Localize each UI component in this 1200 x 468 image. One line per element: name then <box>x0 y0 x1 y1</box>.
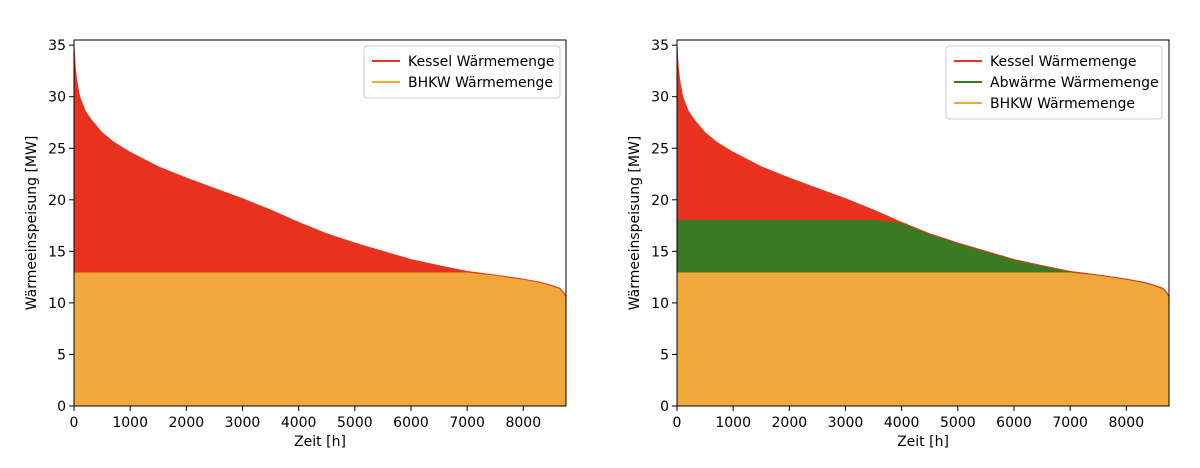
y-tick-label: 10 <box>651 296 669 312</box>
legend-label: Abwärme Wärmemenge <box>990 75 1159 91</box>
y-tick-label: 25 <box>651 141 669 157</box>
x-tick-label: 4000 <box>281 415 317 431</box>
x-axis-label: Zeit [h] <box>294 434 346 450</box>
legend: Kessel Wärmemenge Abwärme Wärmemenge BHKW … <box>945 45 1163 120</box>
legend-label: Kessel Wärmemenge <box>408 54 555 70</box>
y-tick-label: 5 <box>57 347 66 363</box>
y-tick-label: 30 <box>48 90 66 106</box>
x-tick-label: 7000 <box>1052 415 1088 431</box>
y-axis-label: Wärmeeinspeisung [MW] <box>24 136 40 311</box>
x-tick-label: 5000 <box>337 415 373 431</box>
y-tick-label: 35 <box>48 38 66 54</box>
y-tick-label: 15 <box>651 244 669 260</box>
x-tick-label: 8000 <box>505 415 541 431</box>
legend-label: Kessel Wärmemenge <box>990 54 1137 70</box>
x-tick-label: 3000 <box>225 415 261 431</box>
plot-area <box>677 45 1169 406</box>
x-tick-label: 6000 <box>393 415 429 431</box>
legend: Kessel Wärmemenge BHKW Wärmemenge <box>363 45 561 99</box>
x-tick-label: 7000 <box>449 415 485 431</box>
legend-box <box>945 45 1163 120</box>
plot-frame <box>73 39 567 407</box>
y-tick-label: 30 <box>651 90 669 106</box>
x-tick-label: 4000 <box>884 415 920 431</box>
kessel-area <box>74 45 566 297</box>
legend-label: BHKW Wärmemenge <box>990 96 1135 112</box>
y-tick-label: 20 <box>651 193 669 209</box>
y-tick-label: 0 <box>660 399 669 415</box>
y-tick-label: 5 <box>660 347 669 363</box>
x-axis-label: Zeit [h] <box>897 434 949 450</box>
x-tick-label: 0 <box>673 415 682 431</box>
y-tick-label: 10 <box>48 296 66 312</box>
chart-right: 0 1000 2000 3000 4000 5000 6000 7000 8000 0 5 10 15 2… <box>627 38 1170 450</box>
bhkw-area <box>677 271 1169 406</box>
kessel-area <box>677 45 1169 297</box>
y-tick-label: 25 <box>48 141 66 157</box>
x-tick-label: 0 <box>70 415 79 431</box>
x-tick-label: 5000 <box>940 415 976 431</box>
y-tick-label: 20 <box>48 193 66 209</box>
y-tick-label: 15 <box>48 244 66 260</box>
x-tick-label: 2000 <box>772 415 808 431</box>
chart-left: 0 1000 2000 3000 4000 5000 6000 7000 8000 0 5 10 15 2… <box>24 38 567 450</box>
y-axis-label: Wärmeeinspeisung [MW] <box>627 136 643 311</box>
plot-frame <box>676 39 1170 407</box>
x-tick-label: 3000 <box>828 415 864 431</box>
x-tick-label: 8000 <box>1108 415 1144 431</box>
x-tick-label: 2000 <box>169 415 205 431</box>
y-tick-label: 35 <box>651 38 669 54</box>
y-tick-label: 0 <box>57 399 66 415</box>
legend-label: BHKW Wärmemenge <box>408 75 553 91</box>
x-tick-label: 1000 <box>112 415 148 431</box>
x-tick-label: 6000 <box>996 415 1032 431</box>
legend-box <box>363 45 561 99</box>
bhkw-area <box>74 271 566 406</box>
plot-area <box>74 45 566 406</box>
x-tick-label: 1000 <box>715 415 751 431</box>
